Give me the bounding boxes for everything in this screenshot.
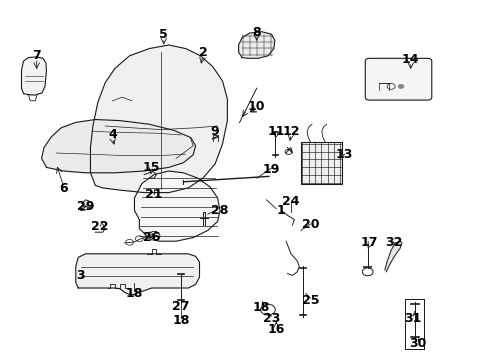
Text: 31: 31	[404, 312, 421, 325]
Text: 27: 27	[172, 300, 189, 312]
Text: 5: 5	[159, 28, 168, 41]
Text: 29: 29	[77, 201, 94, 213]
Text: 12: 12	[282, 125, 299, 138]
Text: 28: 28	[211, 204, 228, 217]
Text: 23: 23	[262, 312, 280, 325]
Text: 2: 2	[198, 46, 207, 59]
Text: 18: 18	[252, 301, 270, 314]
Text: 25: 25	[301, 294, 319, 307]
Text: 16: 16	[267, 323, 285, 336]
Polygon shape	[76, 254, 199, 294]
Text: 9: 9	[210, 125, 219, 138]
Text: 6: 6	[59, 183, 68, 195]
Text: 18: 18	[125, 287, 143, 300]
Bar	[300, 142, 342, 184]
Text: 1: 1	[276, 204, 285, 217]
Text: 18: 18	[172, 314, 189, 327]
Text: 15: 15	[142, 161, 160, 174]
Text: 26: 26	[142, 231, 160, 244]
Text: 32: 32	[384, 237, 402, 249]
Polygon shape	[21, 57, 46, 95]
Text: 20: 20	[301, 219, 319, 231]
Circle shape	[397, 84, 403, 89]
Text: 17: 17	[360, 237, 377, 249]
Text: 30: 30	[408, 337, 426, 350]
Polygon shape	[41, 120, 195, 173]
Text: 14: 14	[401, 53, 419, 66]
Text: 11: 11	[267, 125, 285, 138]
Text: 19: 19	[262, 163, 280, 176]
Polygon shape	[90, 45, 227, 193]
FancyBboxPatch shape	[365, 58, 431, 100]
Text: 10: 10	[247, 100, 265, 113]
Polygon shape	[238, 32, 274, 58]
Text: 21: 21	[145, 188, 163, 201]
Polygon shape	[134, 171, 220, 241]
Text: 13: 13	[335, 148, 353, 161]
Text: 4: 4	[108, 129, 117, 141]
Text: 8: 8	[252, 26, 261, 39]
Text: 3: 3	[76, 269, 85, 282]
Text: 24: 24	[282, 195, 299, 208]
Text: 22: 22	[91, 220, 109, 233]
Polygon shape	[384, 241, 401, 272]
Text: 7: 7	[32, 49, 41, 62]
